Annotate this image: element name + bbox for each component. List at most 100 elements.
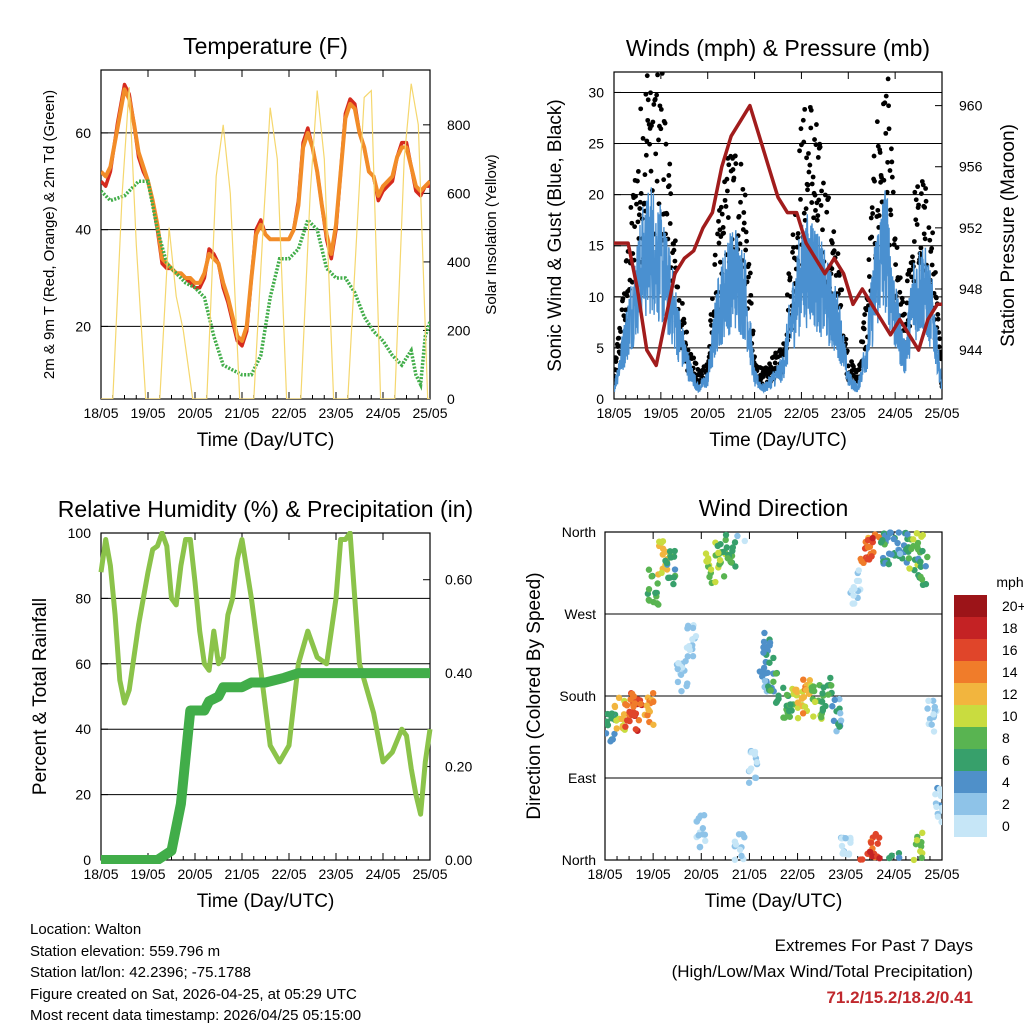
gust-point — [746, 261, 752, 267]
wind-direction-point — [699, 825, 707, 832]
wind-direction-ylabel: Direction (Colored By Speed) — [524, 572, 545, 819]
colorbar-label: 6 — [1002, 752, 1010, 768]
wind-direction-point — [674, 678, 682, 686]
wind-direction-ytick-label: East — [568, 770, 596, 786]
wind-direction-point — [626, 717, 633, 725]
gust-point — [616, 335, 622, 341]
wind-direction-point — [703, 558, 711, 565]
gust-point — [869, 205, 875, 210]
wind-direction-point — [806, 677, 814, 684]
gust-point — [691, 355, 697, 361]
wind-direction-point — [938, 804, 942, 812]
colorbar-label: 16 — [1002, 642, 1018, 658]
temperature-y2tick-label: 400 — [447, 254, 471, 270]
gust-point — [726, 162, 732, 168]
wind-direction-point — [934, 813, 942, 820]
gust-point — [813, 207, 818, 213]
wind-direction-point — [645, 596, 652, 604]
gust-point — [926, 225, 932, 231]
wind-direction-point — [914, 539, 922, 547]
wind-direction-point — [786, 713, 794, 720]
gust-point — [845, 363, 851, 369]
temperature-y2tick-label: 0 — [447, 391, 455, 407]
wind-direction-point — [761, 629, 768, 637]
gust-point — [790, 249, 795, 255]
gust-point — [829, 240, 835, 246]
gust-point — [661, 177, 667, 183]
gust-point — [652, 96, 658, 102]
wind-direction-point — [670, 580, 677, 588]
wind-direction-point — [752, 774, 760, 782]
wind-direction-point — [615, 694, 623, 702]
gust-point — [638, 191, 644, 196]
temperature-y2tick-label: 600 — [447, 185, 471, 201]
wind-direction-point — [652, 589, 659, 597]
wind-direction-point — [760, 649, 767, 656]
gust-point — [808, 125, 814, 131]
wind-direction-point — [831, 696, 838, 704]
extremes-panel: Extremes For Past 7 Days (High/Low/Max W… — [672, 933, 973, 1011]
gust-point — [915, 184, 921, 190]
gust-point — [897, 289, 903, 295]
wind-direction-point — [917, 558, 924, 565]
speed-colorbar: mph 0 2 4 6 8 10 12 14 16 18 20+ — [954, 574, 1024, 837]
temperature-ytick-label: 40 — [75, 222, 91, 238]
pressure-line — [614, 103, 942, 368]
gust-point — [887, 168, 893, 173]
colorbar-swatch — [954, 683, 987, 705]
wind-direction-point — [706, 573, 713, 581]
wind-direction-point — [925, 697, 932, 705]
wind-direction-point — [937, 792, 942, 800]
wind-direction-point — [731, 539, 739, 546]
gust-point — [647, 141, 653, 147]
wind-direction-point — [731, 856, 739, 863]
wind-direction-point — [631, 712, 638, 719]
gust-point — [643, 152, 649, 158]
winds-ytick-label: 20 — [588, 187, 604, 203]
winds-xtick-label: 21/05 — [737, 405, 772, 421]
winds-y2tick-label: 956 — [959, 159, 983, 175]
wind-direction-ytick-label: North — [562, 852, 596, 868]
colorbar-label: 14 — [1002, 664, 1018, 680]
gust-point — [831, 229, 837, 235]
humidity-y2tick-label: 0.60 — [445, 572, 472, 588]
wind-direction-point — [905, 555, 913, 562]
wind-direction-point — [637, 700, 644, 708]
gust-point — [643, 91, 649, 97]
gust-point — [876, 213, 882, 218]
wind-direction-point — [924, 705, 931, 712]
wind-direction-point — [745, 779, 753, 786]
colorbar-swatch — [954, 595, 987, 617]
gust-point — [813, 142, 819, 148]
gust-point — [888, 146, 894, 152]
gust-point — [620, 296, 626, 302]
gust-point — [811, 215, 817, 221]
wind-direction-point — [722, 531, 730, 539]
humidity-xlabel: Time (Day/UTC) — [197, 891, 335, 912]
gust-point — [874, 119, 880, 125]
humidity-ylabel: Percent & Total Rainfall — [30, 598, 51, 795]
wind-direction-point — [666, 548, 674, 555]
gust-point — [738, 161, 744, 167]
gust-point — [866, 274, 872, 279]
gust-point — [772, 360, 778, 366]
gust-point — [746, 274, 751, 280]
extremes-title: Extremes For Past 7 Days — [774, 936, 973, 955]
gust-point — [909, 274, 914, 280]
wind-direction-point — [930, 728, 938, 735]
gust-point — [937, 336, 942, 342]
gust-point — [667, 161, 673, 167]
wind-direction-point — [626, 708, 633, 716]
gust-point — [900, 299, 906, 305]
gust-point — [644, 138, 650, 144]
gust-point — [814, 217, 820, 223]
gust-point — [802, 217, 808, 223]
temperature-xtick-label: 19/05 — [130, 405, 165, 421]
gust-point — [637, 199, 643, 205]
winds-xtick-label: 23/05 — [831, 405, 866, 421]
colorbar-label: 18 — [1002, 620, 1018, 636]
wind-direction-point — [811, 698, 819, 706]
wind_direction-xlabel: Time (Day/UTC) — [705, 891, 843, 912]
wind-direction-point — [849, 600, 856, 607]
wind-direction-point — [684, 653, 691, 660]
